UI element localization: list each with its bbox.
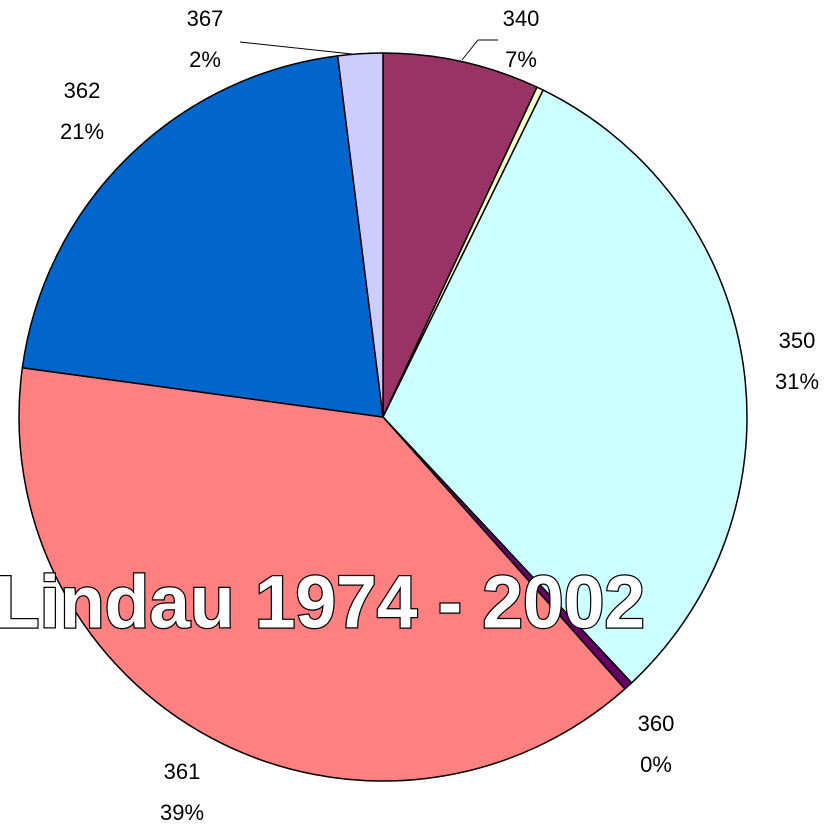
value-label: 0% [640, 752, 672, 777]
category-label: 360 [638, 711, 675, 736]
pie-slice [382, 89, 748, 684]
category-label: 340 [503, 6, 540, 31]
value-label: 2% [189, 47, 221, 72]
value-label: 21% [60, 119, 104, 144]
category-label: 350 [779, 328, 816, 353]
pie-slice [336, 52, 384, 418]
category-label: 362 [64, 78, 101, 103]
pie [18, 52, 748, 782]
pie-slice [21, 54, 384, 418]
chart-title: Lindau 1974 - 2002 [0, 561, 645, 644]
leader-line [461, 39, 479, 61]
category-label: 361 [164, 759, 201, 784]
leader-line [239, 41, 353, 55]
pie-slice [18, 366, 626, 782]
category-label: 367 [187, 6, 224, 31]
value-label: 7% [505, 47, 537, 72]
value-label: 39% [160, 800, 204, 825]
value-label: 31% [775, 369, 819, 394]
pie-slice [382, 52, 538, 418]
